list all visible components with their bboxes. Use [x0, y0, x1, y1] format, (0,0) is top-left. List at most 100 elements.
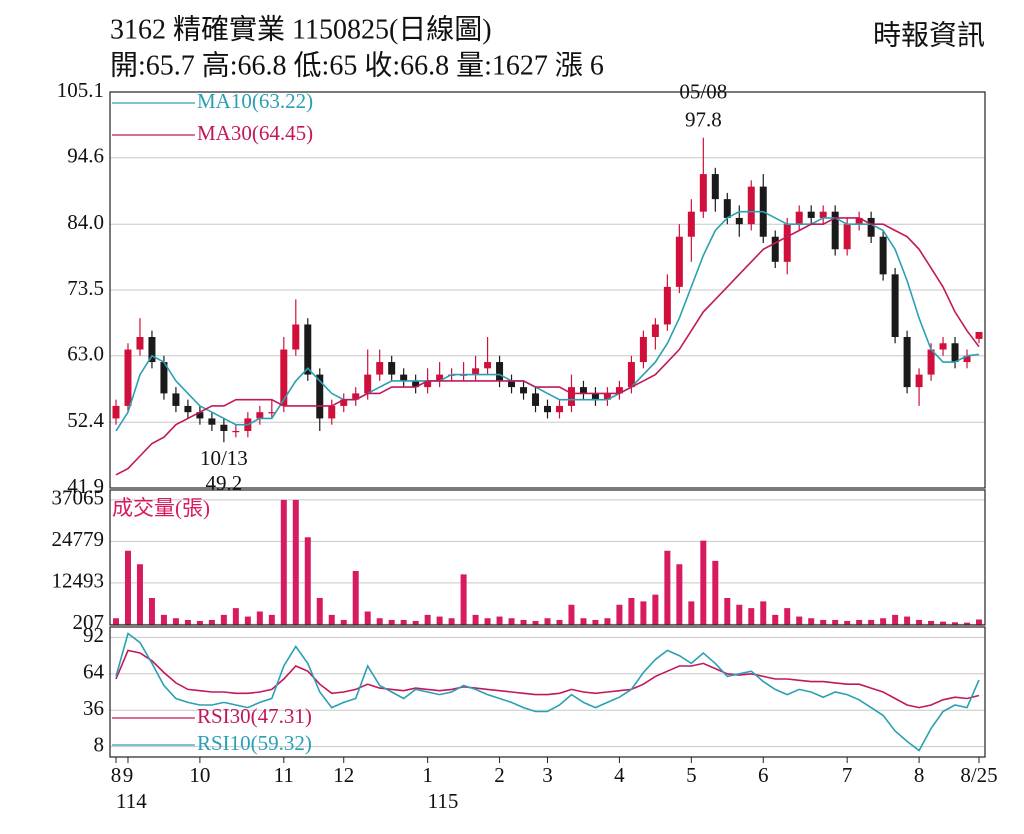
panel-border	[109, 91, 986, 489]
y-tick-label: 41.9	[67, 474, 104, 498]
x-tick-label: 3	[542, 763, 553, 787]
x-tick-label: 5	[686, 763, 697, 787]
candle-body	[412, 380, 420, 388]
bar	[220, 614, 227, 625]
bar	[352, 571, 359, 625]
bar	[604, 618, 611, 625]
bar	[136, 564, 143, 625]
bar	[148, 598, 155, 625]
candle-body	[232, 430, 240, 433]
candle-body	[220, 424, 228, 431]
bar	[448, 618, 455, 625]
y-tick-label: 105.1	[57, 78, 104, 102]
x-tick-label: 8/25	[960, 763, 997, 787]
y-tick-label: 94.6	[67, 144, 104, 168]
candle-body	[711, 174, 719, 200]
bar	[280, 499, 287, 625]
year-label: 115	[428, 789, 459, 813]
candle-body	[328, 405, 336, 419]
bar	[328, 614, 335, 625]
candle-body	[735, 217, 743, 225]
summary: 開:65.7 高:66.8 低:65 收:66.8 量:1627 漲 6	[110, 49, 604, 81]
bar	[580, 618, 587, 625]
y-tick-label: 92	[83, 623, 104, 647]
y-tick-label: 207	[73, 610, 105, 634]
candle-body	[160, 362, 168, 394]
bar	[628, 598, 635, 625]
candle-body	[316, 374, 324, 419]
bar	[844, 620, 851, 625]
line-series	[115, 649, 980, 709]
bar	[928, 620, 935, 625]
bar	[640, 601, 647, 625]
bar	[412, 620, 419, 625]
candle-body	[651, 324, 659, 337]
bar	[544, 618, 551, 625]
candle-body	[496, 362, 504, 381]
bar	[496, 616, 503, 625]
candle-body	[723, 199, 731, 218]
bar	[256, 611, 263, 625]
candle-body	[424, 380, 432, 388]
candle-body	[508, 380, 516, 388]
bar	[856, 619, 863, 625]
candle-body	[352, 393, 360, 400]
annotation-value: 49.2	[205, 471, 242, 495]
x-tick-label: 4	[614, 763, 625, 787]
bar	[424, 614, 431, 625]
bar	[760, 601, 767, 625]
bar	[520, 619, 527, 625]
bar	[232, 608, 239, 625]
candle-body	[520, 387, 528, 394]
bar	[676, 564, 683, 625]
candle-body	[903, 336, 911, 388]
candle-body	[603, 393, 611, 400]
candle-body	[292, 324, 300, 350]
bar	[112, 618, 119, 625]
bar	[952, 622, 959, 625]
candle-body	[579, 387, 587, 394]
candle-body	[831, 211, 839, 250]
candle-body	[256, 412, 264, 419]
candle-body	[975, 331, 983, 339]
candle-body	[148, 336, 156, 363]
candle-body	[124, 349, 132, 406]
bar	[724, 598, 731, 625]
bar	[436, 616, 443, 625]
candle-body	[915, 374, 923, 388]
candle-body	[388, 362, 396, 375]
bar	[556, 619, 563, 625]
bar	[736, 604, 743, 625]
candle-body	[675, 236, 683, 287]
x-tick-label: 8	[111, 763, 122, 787]
bar	[712, 560, 719, 625]
candle-body	[627, 362, 635, 388]
candle-body	[340, 399, 348, 406]
bar	[364, 611, 371, 625]
candle-body	[555, 405, 563, 413]
bar	[172, 618, 179, 625]
candle-body	[747, 186, 755, 225]
candle-body	[855, 217, 863, 225]
candle-body	[795, 211, 803, 225]
chart-title: 3162 精確實業 1150825(日線圖)	[110, 13, 492, 45]
candle-body	[939, 343, 947, 350]
x-tick-label: 7	[842, 763, 853, 787]
candle-body	[867, 217, 875, 237]
bar	[508, 618, 515, 625]
bar	[292, 499, 299, 625]
x-tick-label: 10	[189, 763, 210, 787]
candle-body	[268, 412, 276, 414]
candle-body	[532, 393, 540, 406]
bar	[964, 622, 971, 625]
candle-body	[819, 211, 827, 218]
candle-body	[112, 405, 120, 419]
candle-body	[891, 274, 899, 337]
legend-label: MA30(64.45)	[197, 121, 313, 145]
line-series	[115, 632, 980, 752]
candle-body	[280, 349, 288, 406]
bar	[892, 614, 899, 625]
candle-body	[484, 362, 492, 369]
